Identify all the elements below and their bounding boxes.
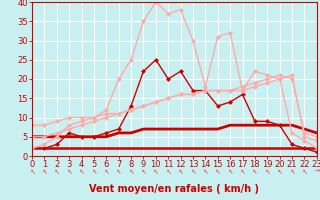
Text: ←: ← [276,167,283,174]
Text: ←: ← [115,167,122,174]
Text: ←: ← [214,167,221,174]
Text: ←: ← [301,167,308,174]
Text: ←: ← [264,167,271,174]
Text: ←: ← [103,167,110,174]
Text: ←: ← [152,167,159,174]
Text: ←: ← [251,167,259,174]
Text: ←: ← [189,167,196,174]
Text: →: → [314,167,319,172]
Text: ←: ← [177,167,184,174]
Text: ←: ← [66,167,73,174]
Text: ←: ← [239,167,246,174]
Text: ←: ← [28,167,36,174]
Text: ←: ← [90,167,98,174]
Text: ←: ← [164,167,172,174]
Text: ←: ← [288,167,296,174]
Text: ←: ← [41,167,48,174]
Text: ←: ← [78,167,85,174]
Text: ←: ← [202,167,209,174]
Text: ←: ← [227,167,234,174]
Text: Vent moyen/en rafales ( km/h ): Vent moyen/en rafales ( km/h ) [89,184,260,194]
Text: ←: ← [127,167,135,174]
Text: ←: ← [53,167,60,174]
Text: ←: ← [140,167,147,174]
